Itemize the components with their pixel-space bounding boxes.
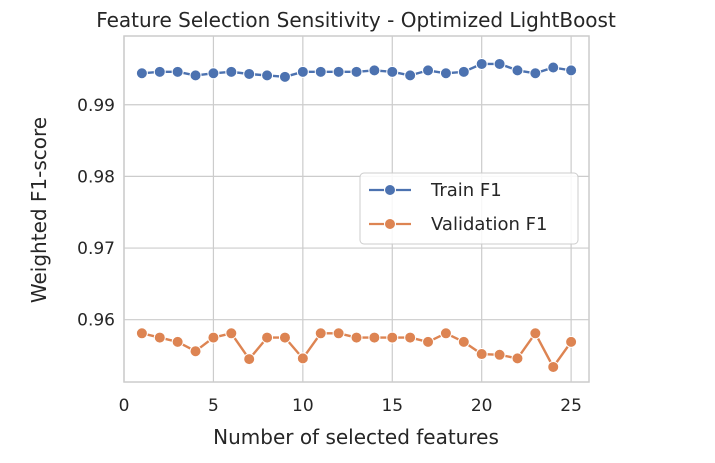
data-point-validation-f1: [404, 331, 417, 344]
data-point-train-f1: [457, 65, 470, 78]
data-point-train-f1: [422, 64, 435, 77]
data-point-validation-f1: [225, 327, 238, 340]
series-layer: [135, 57, 578, 373]
data-point-validation-f1: [547, 360, 560, 373]
data-point-validation-f1: [332, 327, 345, 340]
data-point-validation-f1: [207, 331, 220, 344]
data-point-train-f1: [171, 65, 184, 78]
data-point-train-f1: [225, 65, 238, 78]
data-point-train-f1: [153, 65, 166, 78]
x-axis-label: Number of selected features: [213, 425, 499, 449]
x-tick-label: 20: [471, 396, 493, 416]
data-point-validation-f1: [261, 331, 274, 344]
data-point-train-f1: [439, 67, 452, 80]
data-point-train-f1: [475, 57, 488, 70]
y-axis-label: Weighted F1-score: [27, 117, 51, 303]
data-point-validation-f1: [439, 327, 452, 340]
y-axis-ticks: 0.96 0.97 0.98 0.99: [77, 96, 115, 331]
x-axis-ticks: 0 5 10 15 20 25: [119, 396, 582, 416]
x-tick-label: 5: [208, 396, 219, 416]
data-point-train-f1: [261, 69, 274, 82]
data-point-train-f1: [314, 65, 327, 78]
data-point-train-f1: [189, 69, 202, 82]
data-point-validation-f1: [314, 327, 327, 340]
y-tick-label: 0.96: [77, 311, 115, 331]
data-point-validation-f1: [296, 352, 309, 365]
y-tick-label: 0.99: [77, 96, 115, 116]
data-point-train-f1: [243, 67, 256, 80]
data-point-validation-f1: [511, 352, 524, 365]
data-point-validation-f1: [243, 353, 256, 366]
x-tick-label: 25: [560, 396, 582, 416]
data-point-validation-f1: [529, 327, 542, 340]
y-tick-label: 0.97: [77, 239, 115, 259]
plot-area-frame: [123, 35, 590, 383]
x-tick-label: 15: [381, 396, 403, 416]
data-point-validation-f1: [457, 335, 470, 348]
data-point-train-f1: [511, 64, 524, 77]
y-tick-label: 0.98: [77, 167, 115, 187]
legend-label-validation: Validation F1: [431, 214, 547, 235]
data-point-validation-f1: [386, 331, 399, 344]
legend-marker-train: [384, 184, 396, 196]
data-point-train-f1: [529, 67, 542, 80]
data-point-validation-f1: [475, 348, 488, 361]
data-point-train-f1: [350, 65, 363, 78]
data-point-train-f1: [135, 67, 148, 80]
data-point-validation-f1: [350, 331, 363, 344]
data-point-train-f1: [296, 65, 309, 78]
data-point-validation-f1: [189, 345, 202, 358]
data-point-train-f1: [386, 65, 399, 78]
data-point-validation-f1: [171, 335, 184, 348]
x-tick-label: 10: [292, 396, 314, 416]
data-point-train-f1: [207, 67, 220, 80]
data-point-train-f1: [493, 57, 506, 70]
legend-marker-validation: [384, 218, 396, 230]
data-point-validation-f1: [135, 327, 148, 340]
data-point-train-f1: [547, 61, 560, 74]
data-point-validation-f1: [565, 335, 578, 348]
data-point-validation-f1: [493, 348, 506, 361]
data-point-validation-f1: [368, 331, 381, 344]
data-point-train-f1: [565, 64, 578, 77]
data-point-validation-f1: [422, 335, 435, 348]
legend-box: [359, 172, 579, 245]
data-point-validation-f1: [153, 331, 166, 344]
data-point-train-f1: [278, 70, 291, 83]
data-point-train-f1: [368, 64, 381, 77]
data-point-train-f1: [404, 69, 417, 82]
legend: Train F1 Validation F1: [359, 172, 579, 245]
data-point-validation-f1: [278, 331, 291, 344]
chart-title: Feature Selection Sensitivity - Optimize…: [96, 8, 616, 32]
legend-label-train: Train F1: [430, 180, 502, 201]
data-point-train-f1: [332, 65, 345, 78]
x-tick-label: 0: [119, 396, 130, 416]
